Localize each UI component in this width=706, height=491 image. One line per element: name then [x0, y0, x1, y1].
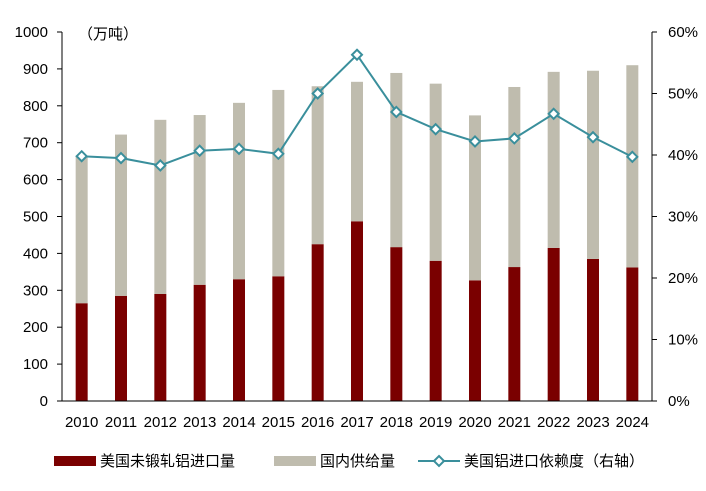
bar-domestic-supply — [272, 89, 285, 277]
bar-import-volume — [547, 247, 560, 401]
bar-domestic-supply — [626, 65, 639, 268]
right-axis-tick-label: 20% — [668, 270, 698, 287]
line-point-marker — [153, 159, 167, 172]
bar-domestic-supply — [75, 155, 88, 304]
bar-import-volume — [193, 284, 206, 401]
bar-domestic-supply — [390, 72, 403, 248]
x-axis-tick-label: 2014 — [222, 414, 255, 431]
x-axis-tick-label: 2024 — [616, 414, 649, 431]
left-axis-tick-label: 500 — [23, 209, 48, 226]
right-axis-tick-label: 40% — [668, 147, 698, 164]
line-point-marker — [75, 149, 89, 163]
legend-label-import-volume: 美国未锻轧铝进口量 — [100, 453, 235, 470]
line-layer — [75, 48, 639, 172]
right-axis: 0% 10% 20% 30% 40% 50% 60% — [651, 24, 698, 410]
left-axis-tick-label: 1000 — [15, 24, 48, 41]
bar-domestic-supply — [154, 119, 167, 294]
legend-label-dependency: 美国铝进口依赖度（右轴） — [464, 453, 644, 470]
bar-import-volume — [272, 276, 285, 401]
line-point-marker — [468, 135, 482, 148]
bar-domestic-supply — [547, 71, 560, 248]
legend-label-domestic-supply: 国内供给量 — [320, 453, 395, 470]
x-axis-tick-label: 2011 — [105, 414, 137, 431]
bar-import-volume — [626, 267, 639, 401]
line-point-marker — [271, 147, 285, 161]
bar-import-volume — [311, 244, 324, 401]
x-axis-tick-label: 2022 — [537, 414, 570, 431]
x-axis-tick-label: 2016 — [301, 414, 334, 431]
left-axis-tick-label: 700 — [23, 135, 48, 152]
x-axis-tick-label: 2021 — [498, 414, 531, 431]
bar-domestic-supply — [508, 86, 521, 268]
bar-import-volume — [75, 303, 88, 401]
x-axis-tick-label: 2018 — [380, 414, 413, 431]
bar-import-volume — [351, 221, 363, 401]
left-axis-tick-label: 200 — [23, 319, 48, 336]
line-point-marker — [232, 142, 246, 156]
bar-import-volume — [233, 279, 245, 401]
left-axis-tick-label: 300 — [23, 282, 48, 299]
x-axis-tick-label: 2023 — [576, 414, 609, 431]
left-axis-tick-label: 800 — [23, 98, 48, 115]
left-axis-tick-label: 900 — [23, 61, 48, 78]
line-point-marker — [586, 130, 600, 144]
bar-import-volume — [390, 247, 403, 401]
right-axis-tick-label: 60% — [668, 24, 698, 41]
legend-swatch-domestic-supply — [274, 456, 316, 466]
line-point-marker — [114, 151, 128, 165]
right-axis-tick-label: 0% — [668, 393, 690, 410]
line-point-marker — [625, 150, 639, 164]
bar-import-volume — [429, 260, 442, 401]
bar-domestic-supply — [429, 83, 442, 261]
x-axis: 2010 2011 2012 2013 2014 2015 2016 2017 2018 2019… — [62, 400, 652, 431]
bar-domestic-supply — [193, 115, 206, 285]
bar-import-volume — [469, 280, 481, 401]
x-axis-tick-label: 2020 — [458, 414, 491, 431]
line-point-marker — [193, 144, 207, 158]
bar-import-volume — [508, 267, 521, 401]
line-point-marker — [389, 105, 403, 119]
legend-swatch-dependency-marker — [432, 454, 446, 468]
bar-domestic-supply — [115, 134, 127, 296]
x-axis-tick-label: 2017 — [340, 414, 373, 431]
line-point-marker — [547, 107, 561, 121]
left-axis-tick-label: 0 — [40, 393, 48, 410]
bar-import-volume — [115, 295, 127, 401]
bar-import-volume — [154, 293, 167, 401]
left-axis-tick-label: 100 — [23, 356, 48, 373]
bar-import-volume — [587, 258, 599, 401]
right-axis-tick-label: 10% — [668, 332, 698, 349]
x-axis-tick-label: 2010 — [65, 414, 98, 431]
bar-domestic-supply — [587, 70, 599, 259]
x-axis-tick-label: 2019 — [419, 414, 452, 431]
bar-domestic-supply — [469, 115, 481, 281]
left-axis-unit-label: （万吨） — [78, 26, 138, 43]
line-point-marker — [429, 122, 443, 136]
x-axis-tick-label: 2015 — [262, 414, 295, 431]
left-axis-tick-label: 600 — [23, 172, 48, 189]
bar-domestic-supply — [233, 102, 245, 280]
left-axis-tick-label: 400 — [23, 245, 48, 262]
bar-domestic-supply — [351, 81, 363, 222]
bar-domestic-supply — [311, 86, 324, 245]
legend: 美国未锻轧铝进口量 国内供给量 美国铝进口依赖度（右轴） — [54, 453, 644, 470]
x-axis-tick-label: 2012 — [144, 414, 177, 431]
line-point-marker — [507, 131, 521, 145]
legend-swatch-import-volume — [54, 456, 96, 466]
right-axis-tick-label: 30% — [668, 209, 698, 226]
x-axis-tick-label: 2013 — [183, 414, 216, 431]
line-point-marker — [311, 87, 325, 100]
line-point-marker — [350, 48, 364, 62]
right-axis-tick-label: 50% — [668, 86, 698, 103]
left-axis: 0 100 200 300 400 500 600 700 800 900 1000 — [15, 24, 63, 410]
